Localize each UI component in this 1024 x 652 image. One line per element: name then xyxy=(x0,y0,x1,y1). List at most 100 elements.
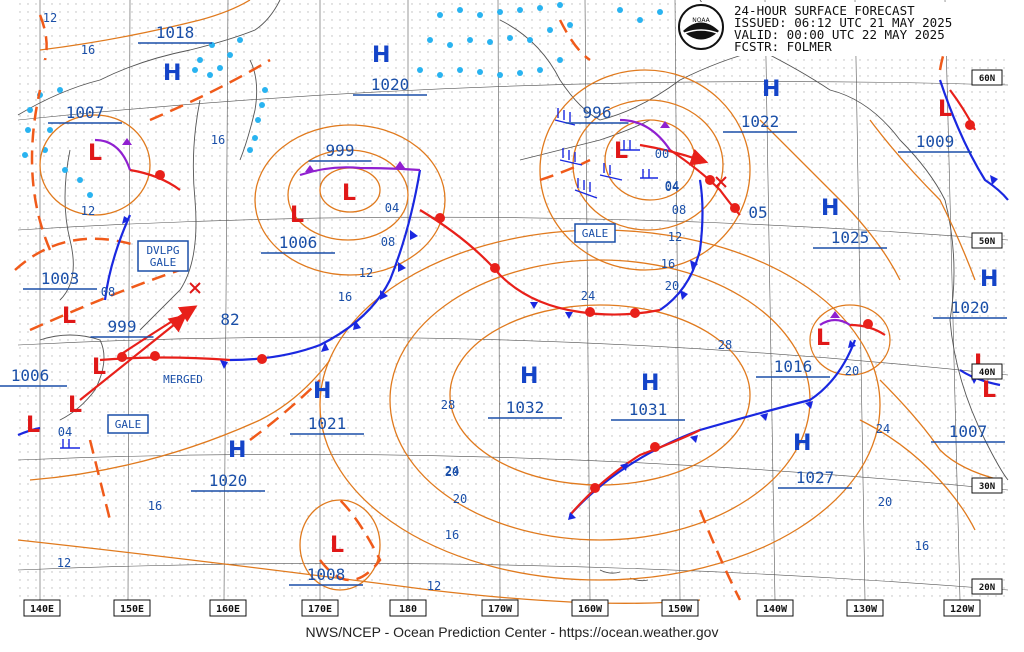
lon-box xyxy=(113,599,151,617)
lon-label: 150E xyxy=(120,604,144,615)
cold-fronts xyxy=(17,79,1009,516)
warning-box xyxy=(107,414,149,434)
merged-label: MERGED xyxy=(163,373,203,386)
isobar-label: 16 xyxy=(81,43,95,57)
dot-grid xyxy=(18,0,1008,600)
lon-label: 180 xyxy=(399,604,417,615)
pressure-label: 1025 xyxy=(831,228,870,247)
lon-box xyxy=(846,599,884,617)
isobar-label: 20 xyxy=(845,364,859,378)
warning-box-text: DVLPG xyxy=(146,244,179,257)
header-issued: ISSUED: 06:12 UTC 21 MAY 2025 xyxy=(734,15,952,30)
pressure-label: 1009 xyxy=(916,132,955,151)
warning-box-text: GALE xyxy=(115,418,142,431)
lon-label: 140W xyxy=(763,604,788,615)
svg-text:L: L xyxy=(938,97,952,122)
lon-box xyxy=(943,599,981,617)
warning-box xyxy=(137,240,189,272)
isobar-label: 12 xyxy=(427,579,441,593)
svg-text:H: H xyxy=(793,431,811,456)
lon-box xyxy=(661,599,699,617)
lat-box xyxy=(971,477,1003,494)
lon-label: 160W xyxy=(578,604,603,615)
svg-text:H: H xyxy=(228,438,246,463)
pressure-label: 1006 xyxy=(279,233,318,252)
map-annotations: MERGED xyxy=(163,373,203,386)
pressure-label: 999 xyxy=(326,141,355,160)
pressure-label: 1016 xyxy=(774,357,813,376)
svg-text:L: L xyxy=(330,533,344,558)
pressure-label: 1006 xyxy=(11,366,50,385)
svg-text:H: H xyxy=(821,196,839,221)
noaa-logo-text: NOAA xyxy=(692,17,710,24)
isobar-label: 04 xyxy=(58,425,72,439)
svg-text:L: L xyxy=(342,181,356,206)
svg-text:H: H xyxy=(980,267,998,292)
isobar-label: 20 xyxy=(878,495,892,509)
pressure-label: 999 xyxy=(108,317,137,336)
longitude-labels: 140E 150E 160E 170E 180 170W 160W 150W 140W 130W 1… xyxy=(23,599,981,617)
lon-label: 120W xyxy=(950,604,975,615)
lat-label: 60N xyxy=(979,74,995,84)
storm-tracks xyxy=(79,143,709,401)
low-centers: LLL LLL LLL LLL L xyxy=(26,97,996,558)
lon-box xyxy=(481,599,519,617)
isobar-label: 24 xyxy=(445,464,459,478)
isobar-label: 08 xyxy=(101,285,115,299)
isobar-label: 24 xyxy=(876,422,890,436)
isobar-label: 12 xyxy=(57,556,71,570)
pressure-label: 1020 xyxy=(371,75,410,94)
pressure-label: 82 xyxy=(220,310,239,329)
isobar-label: 12 xyxy=(359,266,373,280)
front-symbols xyxy=(117,120,998,520)
pressure-label: 1020 xyxy=(951,298,990,317)
footer-credit: NWS/NCEP - Ocean Prediction Center - htt… xyxy=(305,624,719,640)
lon-label: 170E xyxy=(308,604,332,615)
pressure-label: 1022 xyxy=(741,112,780,131)
lon-box xyxy=(301,599,339,617)
pressure-label: 1031 xyxy=(629,400,668,419)
isobar-label: 20 xyxy=(445,465,459,479)
pressure-label: 1018 xyxy=(156,23,195,42)
lat-box xyxy=(971,232,1003,249)
lon-box xyxy=(23,599,61,617)
isobar-label: 04 xyxy=(665,179,679,193)
lon-label: 130W xyxy=(853,604,878,615)
low-x-marks xyxy=(189,176,727,294)
weather-chart: H H H H H H H H H H LLL LLL LLL LLL L 1018 1007… xyxy=(0,0,1009,617)
svg-text:H: H xyxy=(520,364,538,389)
isobar-label: 16 xyxy=(915,539,929,553)
isobar-label: 12 xyxy=(668,230,682,244)
svg-text:H: H xyxy=(641,371,659,396)
sea-ice xyxy=(22,2,663,198)
isobar-label: 12 xyxy=(43,11,57,25)
svg-text:H: H xyxy=(313,379,331,404)
warning-box-text: GALE xyxy=(582,227,609,240)
svg-text:L: L xyxy=(92,355,106,380)
pressure-labels: 1018 1007 1006 1003 999 1020 999 1006 1021 1020 10… xyxy=(0,23,1007,586)
lon-box xyxy=(209,599,247,617)
isobar-label: 20 xyxy=(665,279,679,293)
lon-label: 150W xyxy=(668,604,693,615)
isobar-label: 08 xyxy=(672,203,686,217)
header-valid: VALID: 00:00 UTC 22 MAY 2025 xyxy=(734,27,945,42)
lon-box xyxy=(756,599,794,617)
svg-text:L: L xyxy=(88,141,102,166)
lon-label: 170W xyxy=(488,604,513,615)
isobar-label: 04 xyxy=(665,180,679,194)
isobar-label: 16 xyxy=(148,499,162,513)
isobar-label: 08 xyxy=(381,235,395,249)
header-panel xyxy=(676,2,1006,56)
isobar-label: 00 xyxy=(655,147,669,161)
isobar-label: 16 xyxy=(211,133,225,147)
pressure-label: 1003 xyxy=(41,269,80,288)
isobar-label: 12 xyxy=(81,204,95,218)
isobar-label: 16 xyxy=(338,290,352,304)
isobar-label: 16 xyxy=(661,257,675,271)
svg-text:L: L xyxy=(26,413,40,438)
svg-text:L: L xyxy=(290,203,304,228)
noaa-logo: NOAA xyxy=(678,4,724,50)
